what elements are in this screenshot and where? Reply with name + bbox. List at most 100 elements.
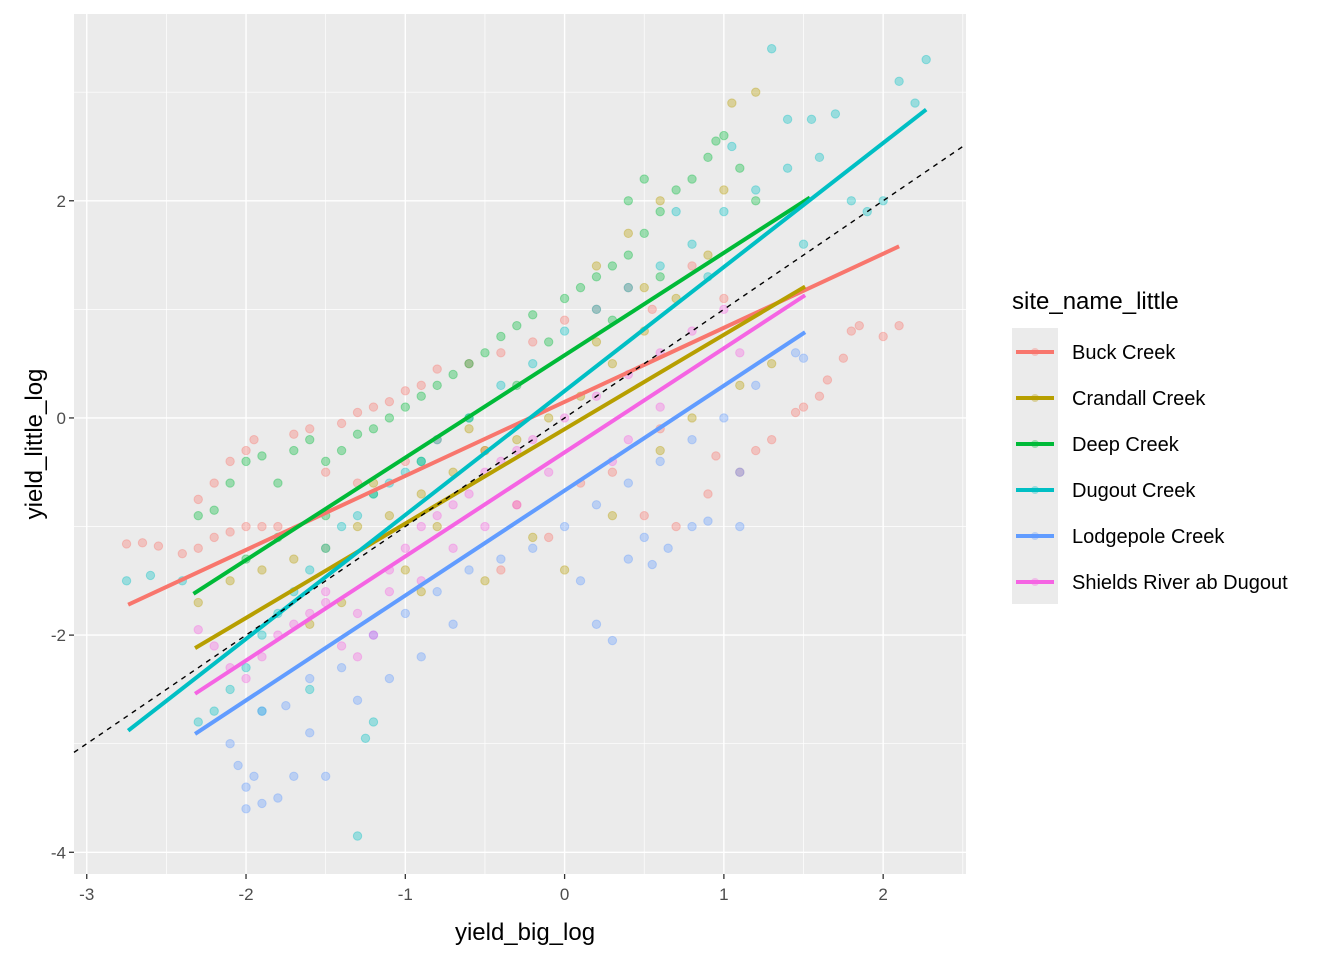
data-point <box>177 548 188 559</box>
data-point <box>384 586 395 597</box>
data-point <box>655 445 665 456</box>
data-point <box>368 424 379 434</box>
x-axis: -3 -2 -1 0 1 2 <box>79 874 888 904</box>
legend-label: Lodgepole Creek <box>1072 526 1225 548</box>
data-point <box>241 804 251 814</box>
data-point <box>153 541 164 551</box>
data-point <box>289 445 299 456</box>
data-point <box>894 76 904 87</box>
data-point <box>320 543 331 553</box>
data-point <box>623 282 634 293</box>
data-point <box>559 293 570 304</box>
fit-line-dugout-creek <box>126 107 928 733</box>
data-point <box>241 456 251 467</box>
data-point <box>225 576 235 586</box>
data-point <box>384 396 395 407</box>
data-point <box>512 434 522 445</box>
data-point <box>798 239 809 249</box>
legend-key-point <box>1031 578 1039 586</box>
data-point <box>639 282 649 293</box>
data-point <box>273 521 283 532</box>
data-point <box>257 451 267 461</box>
data-point <box>838 353 849 363</box>
data-point <box>352 652 363 662</box>
data-point <box>480 348 490 358</box>
data-point <box>528 532 538 543</box>
data-point <box>623 434 634 445</box>
data-point <box>751 196 761 206</box>
data-point <box>233 760 243 771</box>
data-point <box>193 510 203 521</box>
data-point <box>639 228 649 239</box>
data-point <box>416 380 426 391</box>
data-point <box>416 456 426 467</box>
data-point <box>400 386 411 396</box>
data-point <box>368 717 379 727</box>
data-point <box>241 445 251 456</box>
data-point <box>751 87 761 97</box>
data-point <box>400 608 411 619</box>
data-point <box>559 326 570 336</box>
data-point <box>512 320 522 331</box>
data-point <box>528 310 538 320</box>
data-point <box>496 348 506 358</box>
data-point <box>846 326 857 336</box>
data-point <box>496 331 506 342</box>
x-tick-label: 1 <box>719 885 728 904</box>
x-tick-label: -2 <box>238 885 253 904</box>
data-point <box>225 478 235 488</box>
data-point <box>559 521 570 532</box>
data-point <box>257 630 267 640</box>
data-point <box>464 565 474 575</box>
data-point <box>703 250 713 260</box>
data-point <box>607 467 618 477</box>
data-point <box>607 510 618 521</box>
data-point <box>448 543 458 553</box>
data-point <box>735 163 745 173</box>
data-point <box>591 272 602 282</box>
data-point <box>464 358 474 369</box>
data-point <box>257 565 267 575</box>
data-point <box>496 554 506 564</box>
plot-panel <box>74 14 966 874</box>
data-point <box>639 174 649 184</box>
data-point <box>257 706 267 716</box>
data-point <box>806 114 817 125</box>
data-point <box>711 136 721 146</box>
data-point <box>703 152 713 163</box>
data-point <box>559 315 570 325</box>
data-point <box>822 375 833 385</box>
data-point <box>352 695 363 705</box>
data-point <box>647 304 657 315</box>
data-point <box>400 543 411 553</box>
data-point <box>512 500 522 510</box>
fit-line-shields-river-ab-dugout <box>193 293 807 696</box>
legend-label: Buck Creek <box>1072 342 1176 364</box>
data-point <box>751 445 761 456</box>
data-point <box>671 206 681 217</box>
data-point <box>591 304 602 315</box>
data-point <box>782 114 793 125</box>
data-point <box>384 510 395 521</box>
data-point <box>281 700 291 711</box>
data-point <box>320 467 331 477</box>
data-point <box>623 282 634 293</box>
data-point <box>209 641 219 651</box>
data-point <box>480 576 490 586</box>
data-point <box>687 413 697 423</box>
grid-major <box>74 14 966 874</box>
data-point <box>735 348 745 358</box>
data-point <box>432 586 442 597</box>
data-point <box>368 630 379 640</box>
data-point <box>591 619 602 629</box>
legend-label: Dugout Creek <box>1072 480 1196 502</box>
data-point <box>623 196 634 206</box>
data-point <box>878 331 888 342</box>
data-point <box>448 619 458 629</box>
data-point <box>209 478 219 488</box>
data-point <box>591 261 602 271</box>
data-point <box>798 402 809 412</box>
data-point <box>121 576 132 586</box>
data-point <box>305 673 315 684</box>
